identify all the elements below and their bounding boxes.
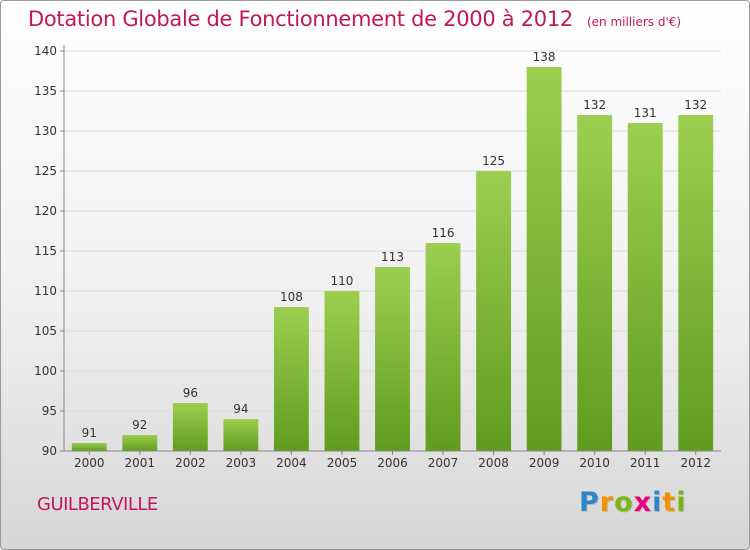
x-tick-label: 2011 xyxy=(630,456,661,470)
bar-value-label: 116 xyxy=(432,226,455,240)
bar xyxy=(324,291,360,451)
chart-title: Dotation Globale de Fonctionnement de 20… xyxy=(28,7,681,31)
x-tick-label: 2008 xyxy=(478,456,509,470)
x-tick-label: 2004 xyxy=(276,456,307,470)
bar xyxy=(273,307,309,451)
logo-letter: i xyxy=(652,487,663,518)
bar-value-label: 125 xyxy=(482,154,505,168)
bar xyxy=(122,435,158,451)
commune-name: GUILBERVILLE xyxy=(37,494,158,515)
x-tick-label: 2007 xyxy=(428,456,459,470)
labels: 90 95 100 105 110 115 120 125 130 135 140 91 2000 92 2… xyxy=(34,44,711,470)
bar-value-label: 131 xyxy=(634,106,657,120)
y-tick-label: 110 xyxy=(34,284,57,298)
x-tick-label: 2002 xyxy=(175,456,206,470)
bar xyxy=(526,67,562,451)
x-tick-label: 2009 xyxy=(529,456,560,470)
y-tick-label: 120 xyxy=(34,204,57,218)
logo-letter: r xyxy=(599,487,615,518)
bar xyxy=(476,171,512,451)
bar-value-label: 96 xyxy=(183,386,198,400)
bar-value-label: 113 xyxy=(381,250,404,264)
bar-value-label: 108 xyxy=(280,290,303,304)
x-tick-label: 2003 xyxy=(226,456,257,470)
y-tick-label: 140 xyxy=(34,44,57,58)
bar xyxy=(71,443,107,451)
bar xyxy=(172,403,208,451)
logo-letter: o xyxy=(614,487,634,518)
bars xyxy=(71,67,714,451)
x-tick-label: 2000 xyxy=(74,456,105,470)
bar-value-label: 91 xyxy=(82,426,97,440)
y-tick-label: 100 xyxy=(34,364,57,378)
logo-letter: P xyxy=(579,487,600,518)
bar-value-label: 132 xyxy=(684,98,707,112)
bar-value-label: 92 xyxy=(132,418,147,432)
logo-letter: t xyxy=(662,487,677,518)
bar-value-label: 138 xyxy=(533,50,556,64)
y-tick-label: 115 xyxy=(34,244,57,258)
proxiti-logo: Proxiti xyxy=(579,487,687,518)
x-tick-label: 2005 xyxy=(327,456,358,470)
bar-value-label: 110 xyxy=(331,274,354,288)
chart-subtitle: (en milliers d'€) xyxy=(586,15,682,29)
y-tick-label: 105 xyxy=(34,324,57,338)
x-tick-label: 2012 xyxy=(680,456,711,470)
bar xyxy=(678,115,714,451)
chart-title-text: Dotation Globale de Fonctionnement de 20… xyxy=(28,7,573,31)
x-tick-label: 2001 xyxy=(125,456,156,470)
bar xyxy=(223,419,259,451)
y-tick-label: 90 xyxy=(42,444,57,458)
y-tick-label: 95 xyxy=(42,404,57,418)
x-tick-label: 2010 xyxy=(579,456,610,470)
y-tick-label: 135 xyxy=(34,84,57,98)
bar-value-label: 94 xyxy=(233,402,248,416)
bar xyxy=(425,243,461,451)
y-tick-label: 125 xyxy=(34,164,57,178)
y-tick-label: 130 xyxy=(34,124,57,138)
bar-value-label: 132 xyxy=(583,98,606,112)
bar xyxy=(375,267,410,451)
x-tick-label: 2006 xyxy=(377,456,408,470)
logo-letter: x xyxy=(633,487,653,518)
bar xyxy=(627,123,663,451)
bar xyxy=(577,115,613,451)
logo-letter: i xyxy=(676,487,687,518)
axes xyxy=(60,45,721,455)
